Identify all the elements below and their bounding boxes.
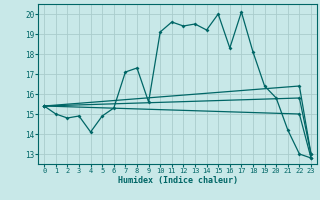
X-axis label: Humidex (Indice chaleur): Humidex (Indice chaleur): [118, 176, 238, 185]
